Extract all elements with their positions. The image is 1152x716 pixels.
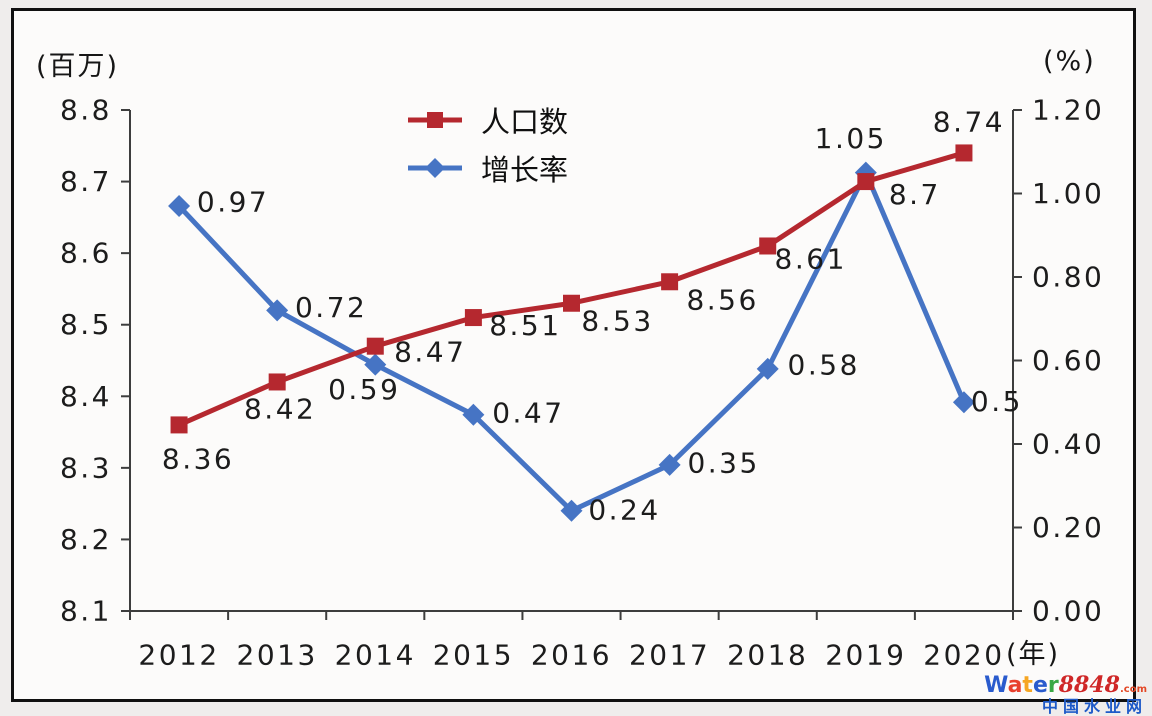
left-axis-unit: (百万) (36, 51, 120, 82)
left-axis-tick-label: 8.4 (60, 380, 112, 413)
legend-label-population: 人口数 (481, 105, 569, 139)
growth-rate-marker (756, 357, 779, 380)
growth-rate-marker (364, 353, 387, 376)
chart-frame (11, 8, 1136, 702)
legend-label-growth-rate: 增长率 (481, 153, 569, 187)
watermark-tld: .com (1119, 684, 1147, 696)
left-axis-tick-label: 8.2 (60, 523, 112, 556)
growth-rate-data-label: 0.35 (687, 446, 759, 479)
x-axis-category-label: 2020 (923, 639, 1004, 672)
left-axis-tick-label: 8.5 (60, 308, 112, 341)
watermark-number: 8848 (1058, 672, 1120, 699)
x-axis-category-label: 2019 (825, 639, 906, 672)
right-axis-tick-label: 0.00 (1032, 595, 1104, 628)
population-data-label: 8.56 (686, 283, 758, 316)
left-axis-tick-label: 8.7 (60, 165, 112, 198)
watermark-letter: W (984, 673, 1008, 699)
growth-rate-data-label: 0.72 (295, 291, 367, 324)
population-marker (661, 273, 679, 291)
population-series-marker-icon (408, 112, 462, 128)
x-axis-category-label: 2016 (531, 639, 612, 672)
growth-rate-line (176, 170, 967, 514)
growth-rate-marker (266, 299, 289, 322)
population-marker (759, 237, 777, 255)
x-axis-category-label: 2018 (727, 639, 808, 672)
growth-rate-marker (658, 453, 681, 476)
growth-rate-data-label: 0.97 (197, 186, 269, 219)
growth-rate-marker (560, 499, 583, 522)
population-marker (170, 416, 188, 434)
right-axis-tick-label: 1.00 (1032, 177, 1104, 210)
growth-rate-data-label: 0.5 (971, 385, 1023, 418)
watermark-brand: Water8848.com (984, 674, 1147, 697)
watermark-letter: r (1047, 673, 1059, 699)
left-axis-tick-label: 8.1 (60, 595, 112, 628)
population-marker (268, 373, 286, 391)
growth-rate-marker (168, 195, 191, 218)
growth-rate-data-label: 0.59 (328, 373, 400, 406)
right-axis-tick-label: 0.80 (1032, 261, 1104, 294)
growth-rate-marker (952, 391, 975, 414)
population-data-label: 8.53 (581, 305, 653, 338)
x-axis-category-label: 2017 (629, 639, 710, 672)
right-axis-tick-label: 1.20 (1032, 94, 1104, 127)
growth-rate-data-label: 0.47 (492, 396, 564, 429)
population-marker (563, 294, 580, 312)
growth-rate-series-marker-icon (408, 158, 462, 178)
watermark: Water8848.com 中国水业网 (984, 674, 1147, 715)
watermark-letter: e (1032, 673, 1048, 699)
growth-rate-data-label: 0.24 (588, 493, 660, 526)
population-marker (366, 337, 384, 355)
watermark-letter: t (1022, 673, 1033, 699)
population-data-label: 8.47 (394, 336, 466, 369)
x-axis-category-label: 2014 (335, 639, 416, 672)
x-axis-category-label: 2013 (237, 639, 318, 672)
population-data-label: 8.74 (933, 105, 1005, 138)
growth-rate-data-label: 1.05 (815, 122, 887, 155)
x-axis-unit: (年) (1006, 639, 1061, 670)
right-axis-unit: (%) (1043, 46, 1096, 77)
x-axis-category-label: 2012 (138, 639, 219, 672)
growth-rate-data-label: 0.58 (788, 348, 860, 381)
legend: 人口数 增长率 (406, 96, 568, 192)
population-marker (955, 144, 973, 162)
legend-item-population: 人口数 (406, 96, 568, 144)
population-data-label: 8.61 (775, 242, 847, 275)
watermark-site-name: 中国水业网 (1041, 696, 1147, 716)
right-axis-tick-label: 0.20 (1032, 511, 1104, 544)
right-axis-tick-label: 0.60 (1032, 344, 1104, 377)
x-axis-category-label: 2015 (433, 639, 514, 672)
left-axis-tick-label: 8.8 (60, 94, 112, 127)
population-data-label: 8.51 (489, 309, 561, 342)
growth-rate-marker (462, 403, 485, 426)
population-data-label: 8.42 (244, 392, 316, 425)
left-axis-tick-label: 8.3 (60, 451, 112, 484)
population-data-label: 8.7 (889, 178, 941, 211)
watermark-letter: a (1007, 673, 1023, 699)
legend-item-growth-rate: 增长率 (406, 144, 568, 192)
population-marker (464, 309, 482, 327)
population-data-label: 8.36 (162, 442, 234, 475)
population-line (176, 150, 967, 428)
population-marker (857, 173, 875, 191)
left-axis-tick-label: 8.6 (60, 237, 112, 270)
right-axis-tick-label: 0.40 (1032, 428, 1104, 461)
